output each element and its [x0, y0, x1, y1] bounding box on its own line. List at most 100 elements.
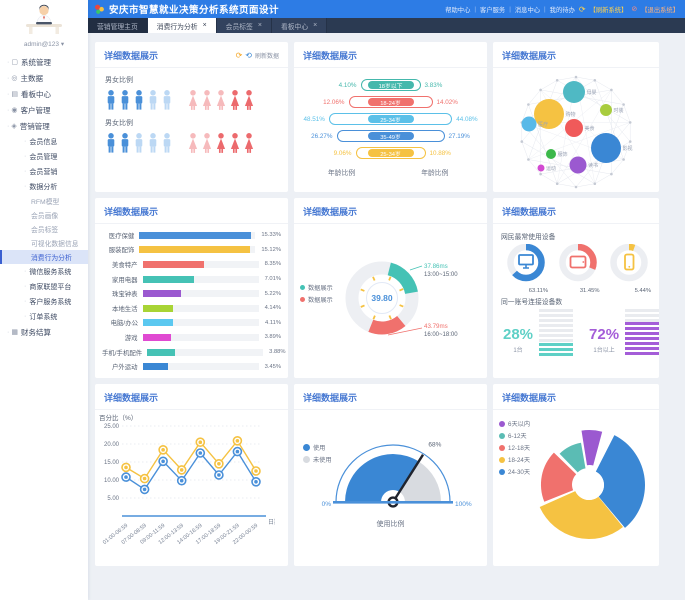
svg-text:读书: 读书 — [588, 162, 598, 169]
age-row: 4.10% 18岁以下 3.83% — [294, 79, 487, 91]
category-bar-row: 服装配饰 15.12% — [108, 246, 281, 255]
bubble-医疗 — [521, 116, 537, 132]
rose-slice-6天以内 — [581, 429, 603, 466]
sidebar-item[interactable]: · ▤ 看板中心 — [7, 89, 51, 99]
sidebar-item[interactable]: · ◎ 主数据 — [7, 73, 43, 83]
age-pill: 35-49岁 — [336, 130, 445, 142]
sidebar-item[interactable]: 可视化数据信息 — [31, 241, 79, 248]
user-name[interactable]: admin@123 ▾ — [23, 41, 65, 48]
svg-text:39.80: 39.80 — [371, 293, 393, 303]
svg-text:43.79ms: 43.79ms — [424, 323, 448, 330]
rose-legend-item: 12-18天 — [499, 443, 530, 452]
svg-text:影视: 影视 — [623, 145, 633, 152]
tab-close-icon[interactable]: × — [313, 22, 318, 29]
category-bar-row: 户外运动 3.45% — [112, 363, 281, 372]
sync-icon[interactable]: ⟳ — [578, 4, 586, 14]
device-donut: 63.11% — [501, 243, 548, 294]
sidebar-item[interactable]: 会员标签 — [31, 227, 59, 234]
sidebar-item[interactable]: · 数据分析 — [24, 183, 58, 191]
logout-icon[interactable]: ⊘ — [631, 6, 638, 13]
refresh-system-button[interactable]: 【刷新系统】 — [589, 6, 628, 14]
refresh-data-button[interactable]: 刷新数据 — [254, 54, 279, 60]
sidebar-item[interactable]: · 会员信息 — [24, 138, 58, 146]
svg-text:母婴: 母婴 — [587, 90, 597, 96]
topnav-link[interactable]: 消息中心 — [514, 6, 541, 14]
usage-legend-item: 使用 — [303, 443, 332, 452]
female-icons — [187, 89, 255, 111]
rose-slice-24-30天 — [595, 435, 645, 528]
tab-1[interactable]: 消费行为分析 × — [147, 18, 217, 33]
phone-icon — [624, 253, 635, 271]
devices-subtitle-2: 同一账号连接设备数 — [501, 299, 563, 306]
panel-title: 详细数据展示 — [104, 51, 159, 61]
bubble-读书 — [569, 156, 587, 174]
ring-gauge-legend: 数据展示 数据展示 — [300, 280, 333, 307]
age-chart: 4.10% 18岁以下 3.83% 12.06% 18-24岁 14.02% 4… — [294, 68, 487, 177]
sidebar-item[interactable]: · 商家联盟平台 — [24, 283, 72, 291]
tab-close-icon[interactable]: × — [202, 22, 207, 29]
female-icons — [187, 132, 255, 154]
sidebar-item[interactable]: · 订单系统 — [24, 313, 58, 321]
sidebar-item[interactable]: · 会员营销 — [24, 168, 58, 176]
database-icon: ◎ — [11, 75, 18, 82]
category-bar-row: 手机/手机配件 3.88% — [102, 348, 286, 357]
svg-text:服饰: 服饰 — [558, 151, 568, 158]
topnav-link[interactable]: 客户服务 — [480, 6, 506, 14]
svg-text:5.00: 5.00 — [107, 496, 119, 502]
device-donut: 5.44% — [604, 243, 651, 294]
bubble-影视 — [591, 133, 621, 163]
tab-0[interactable]: 营销管理主页 — [88, 18, 148, 33]
topnav-link[interactable]: 帮助中心 — [445, 6, 471, 14]
sidebar-item[interactable]: · ◈ 营销管理 — [7, 121, 50, 131]
age-pill: 18-24岁 — [348, 96, 433, 108]
customer-icon: ◉ — [11, 107, 18, 114]
bubble-美食 — [565, 119, 583, 137]
panel-line-chart: 详细数据展示 百分比（%） 25.00 20.00 15.00 10.00 5.00 0… — [95, 384, 288, 566]
sidebar-item[interactable]: · ▦ 财务结算 — [7, 327, 51, 337]
panel-interest-bubbles: 详细数据展示 母婴 购物 时装 美食 影视 医疗 服饰 运动 读书 — [493, 42, 659, 192]
user-box[interactable]: admin@123 ▾ — [0, 0, 88, 48]
gender-row: 男女比例 — [95, 111, 288, 154]
topnav: 帮助中心 | 客户服务 | 消息中心 | 我的待办 ⟳ 【刷新系统】 ⊘ 【退出系统】 — [445, 5, 679, 14]
sidebar-item[interactable]: · ▢ 系统管理 — [7, 57, 51, 67]
sidebar-item[interactable]: · 会员管理 — [24, 153, 58, 161]
age-pill: 25-34岁 — [328, 113, 453, 125]
category-bar-row: 医疗保健 15.33% — [108, 231, 281, 240]
topnav-link[interactable]: 我的待办 — [549, 6, 575, 14]
logout-system-button[interactable]: 【退出系统】 — [641, 6, 679, 14]
tablet-icon — [569, 255, 586, 269]
refresh-orange-icon[interactable]: ⟳ — [235, 51, 243, 60]
sidebar-item[interactable]: RFM模型 — [31, 199, 60, 206]
sidebar-item[interactable]: 会员画像 — [31, 213, 59, 220]
bubble-母婴 — [563, 81, 585, 103]
tab-2[interactable]: 会员标签 × — [216, 18, 272, 33]
rose-legend-item: 6天以内 — [499, 419, 530, 428]
svg-text:15.00: 15.00 — [104, 460, 120, 466]
ring-gauge-chart: 数据展示 数据展示 39.80 37.86ms 13:00~15:00 43.79… — [294, 224, 487, 374]
panel-title: 详细数据展示 — [303, 393, 358, 403]
panel-title: 详细数据展示 — [502, 207, 557, 217]
panel-title: 详细数据展示 — [502, 393, 557, 403]
usage-gauge-chart: 使用 未使用 0% 100% 68% 使用比例 — [294, 410, 487, 529]
sidebar-item[interactable]: · 客户服务系统 — [24, 298, 72, 306]
refresh-blue-icon[interactable]: ⟲ — [245, 51, 252, 60]
usage-gauge-xlabel: 使用比例 — [376, 521, 405, 528]
rose-legend-item: 6-12天 — [499, 431, 530, 440]
age-row: 26.27% 35-49岁 27.19% — [294, 130, 487, 142]
category-bar-row: 家用电器 7.01% — [112, 275, 281, 284]
bubble-购物 — [534, 99, 564, 129]
tab-3[interactable]: 看板中心 × — [271, 18, 328, 33]
sidebar-item[interactable]: · 微信服务系统 — [24, 268, 72, 276]
topbar: 安庆市智慧就业决策分析系统页面设计 帮助中心 | 客户服务 | 消息中心 | 我的待办 ⟳ 【刷… — [88, 0, 685, 18]
tab-close-icon[interactable]: × — [257, 22, 262, 29]
sidebar-item[interactable]: · ◉ 客户管理 — [7, 105, 51, 115]
age-row: 48.51% 25-34岁 44.08% — [294, 113, 487, 125]
age-footer: 年龄比例 年龄比例 — [328, 170, 449, 177]
panel-gender-ratio: 详细数据展示 ⟳ ⟲ 刷新数据 男女比例 男女比例 — [95, 42, 288, 192]
bubble-服饰 — [546, 149, 556, 159]
sidebar-item[interactable]: 消费行为分析 — [0, 250, 88, 264]
rose-pie-chart: 6天以内 6-12天 12-18天 18-24天 24-30天 — [493, 410, 659, 566]
svg-text:医疗: 医疗 — [538, 121, 548, 128]
devices-chart: 网民最常使用设备 63.11% 31.45% — [493, 224, 659, 356]
dashboard-icon: ▤ — [11, 91, 18, 98]
